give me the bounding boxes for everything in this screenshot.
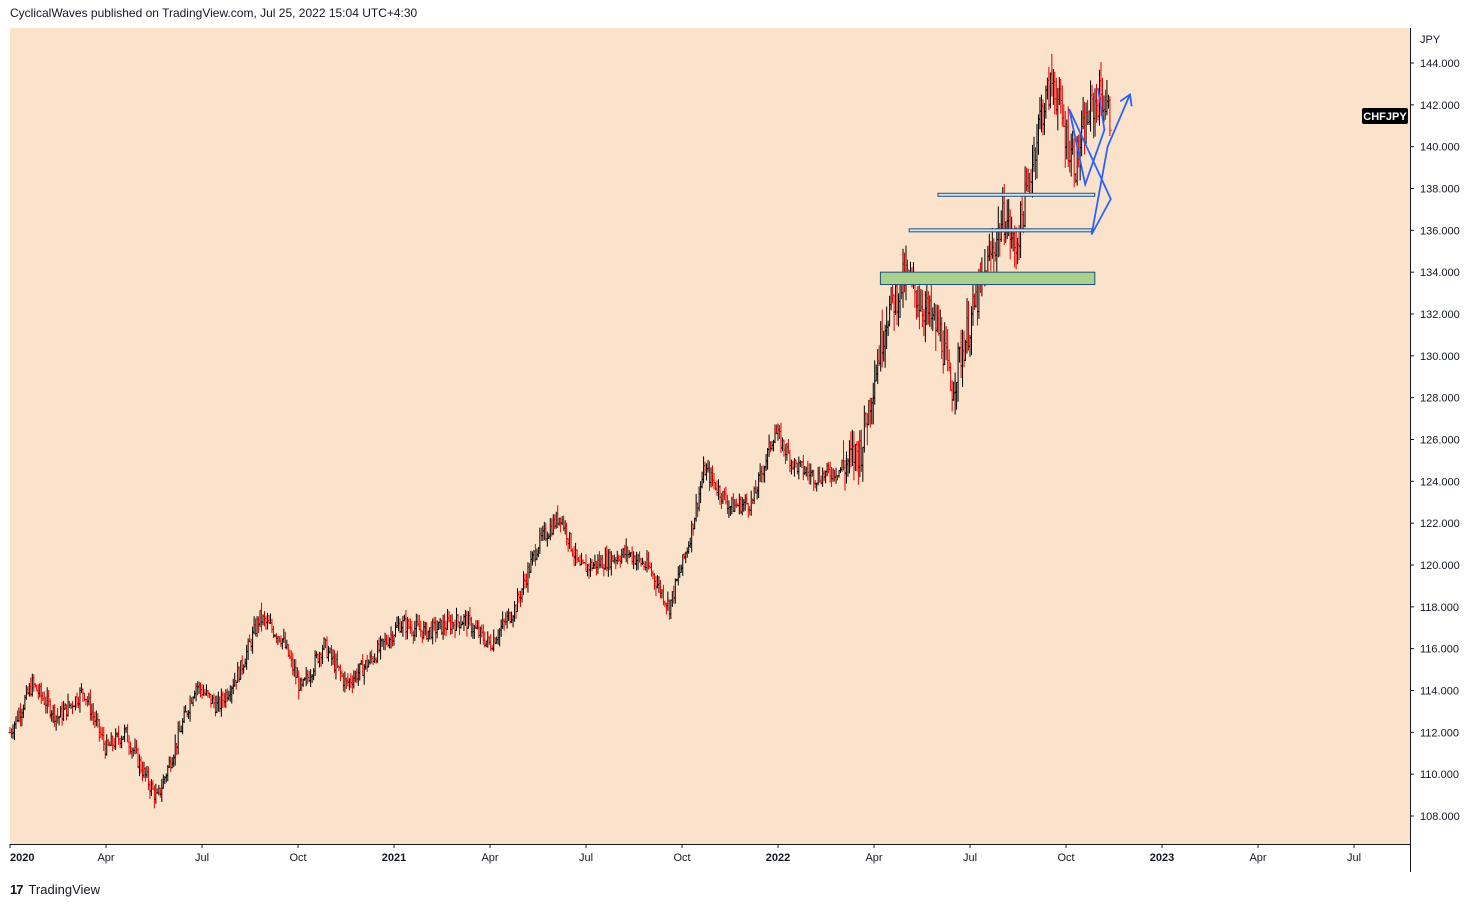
price-tick-label: 124.000 xyxy=(1420,476,1460,488)
time-tick-label: 2022 xyxy=(766,852,790,864)
price-tick-label: 120.000 xyxy=(1420,560,1460,572)
projection-arrow-head xyxy=(1119,92,1133,107)
price-tick-label: 130.000 xyxy=(1420,351,1460,363)
time-tick-label: Apr xyxy=(97,852,114,864)
resistance-zone-line xyxy=(937,192,1096,197)
projection-path xyxy=(1068,87,1131,235)
tradingview-logo-icon: 17 xyxy=(10,881,24,897)
time-tick-label: Jul xyxy=(195,852,209,864)
price-tick-label: 144.000 xyxy=(1420,58,1460,70)
price-tick-label: 138.000 xyxy=(1420,184,1460,196)
price-tick-label: 140.000 xyxy=(1420,142,1460,154)
time-tick-label: 2023 xyxy=(1150,852,1174,864)
time-tick-label: Oct xyxy=(673,852,690,864)
price-tick-label: 110.000 xyxy=(1420,769,1459,781)
resistance-zone-line xyxy=(908,228,1093,233)
price-tick-label: 136.000 xyxy=(1420,225,1460,237)
price-axis: 144.000 142.000 140.000 138.000 136.000 134.0… xyxy=(1410,58,1460,823)
axis-background-right xyxy=(1410,28,1470,872)
price-tick-label: 108.000 xyxy=(1420,811,1460,823)
price-tick-label: 112.000 xyxy=(1420,727,1459,739)
time-tick-label: Jul xyxy=(1347,852,1361,864)
price-tick-label: 134.000 xyxy=(1420,267,1460,279)
price-tick-label: 126.000 xyxy=(1420,435,1460,447)
currency-label: JPY xyxy=(1420,34,1441,46)
axis-background-bottom xyxy=(10,844,1410,872)
time-tick-label: Oct xyxy=(289,852,306,864)
time-tick-label: 2020 xyxy=(10,852,34,864)
time-tick-label: Apr xyxy=(865,852,882,864)
time-tick-label: Jul xyxy=(963,852,977,864)
price-tick-label: 122.000 xyxy=(1420,518,1460,530)
publish-info: CyclicalWaves published on TradingView.c… xyxy=(10,6,418,20)
time-tick-label: Oct xyxy=(1057,852,1074,864)
price-tick-label: 128.000 xyxy=(1420,393,1460,405)
candlestick-series xyxy=(8,53,1112,809)
support-zone-box xyxy=(879,271,1096,286)
plot-background xyxy=(10,28,1410,844)
price-tick-label: 114.000 xyxy=(1420,686,1459,698)
time-tick-label: Jul xyxy=(579,852,593,864)
time-tick-label: Apr xyxy=(481,852,498,864)
price-tick-label: 116.000 xyxy=(1420,644,1459,656)
footer: 17 TradingView xyxy=(10,879,100,899)
price-tick-label: 118.000 xyxy=(1420,602,1459,614)
annotations xyxy=(879,87,1133,286)
time-axis: 2020 Apr Jul Oct 2021 Apr Jul Oct 2022 Apr Jul Oct 2… xyxy=(9,844,1361,864)
price-tick-label: 132.000 xyxy=(1420,309,1460,321)
time-tick-label: Apr xyxy=(1249,852,1266,864)
symbol-label: CHFJPY xyxy=(1362,108,1408,124)
brand-name: TradingView xyxy=(28,881,101,897)
price-tick-label: 142.000 xyxy=(1420,100,1460,112)
symbol-label-text: CHFJPY xyxy=(1363,111,1407,123)
time-tick-label: 2021 xyxy=(382,852,406,864)
